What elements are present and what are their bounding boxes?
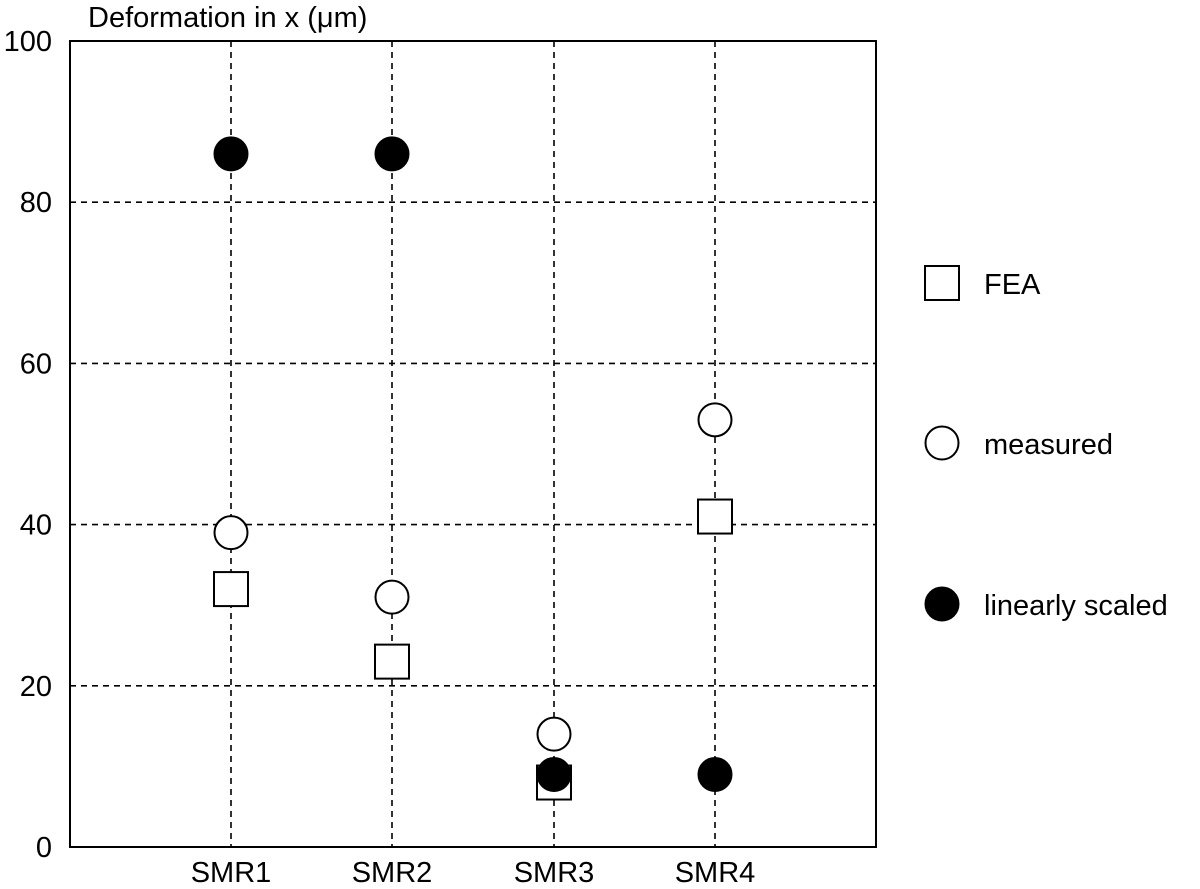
y-tick-label-60: 60 — [20, 348, 52, 380]
point-linearly-scaled-smr1 — [213, 136, 249, 172]
legend-marker-measured — [924, 425, 960, 461]
x-tick-label-smr1: SMR1 — [191, 857, 272, 889]
y-tick-label-20: 20 — [20, 671, 52, 703]
legend-marker-fea — [924, 265, 960, 301]
plot-frame — [69, 40, 877, 848]
point-measured-smr1 — [213, 515, 249, 551]
point-measured-smr3 — [536, 716, 572, 752]
y-tick-label-80: 80 — [20, 187, 52, 219]
legend-label-fea: FEA — [984, 269, 1041, 301]
point-measured-smr4 — [697, 402, 733, 438]
legend-marker-linearly-scaled — [924, 586, 960, 622]
point-fea-smr2 — [374, 643, 410, 680]
grid-lines — [70, 41, 876, 847]
point-fea-smr1 — [213, 571, 249, 608]
legend-label-measured: measured — [984, 429, 1113, 461]
x-tick-label-smr2: SMR2 — [352, 857, 433, 889]
point-linearly-scaled-smr3 — [536, 756, 572, 792]
data-points — [213, 136, 733, 801]
point-measured-smr2 — [374, 579, 410, 615]
x-tick-label-smr4: SMR4 — [675, 857, 756, 889]
axis-ticks: 0 20 40 60 80 100 SMR1 SMR2 SMR3 SMR4 — [4, 26, 756, 889]
y-tick-label-0: 0 — [36, 832, 52, 864]
y-axis-label: Deformation in x (μm) — [88, 2, 367, 34]
x-tick-label-smr3: SMR3 — [514, 857, 595, 889]
legend: FEA measured linearly scaled — [924, 265, 1168, 622]
y-tick-label-40: 40 — [20, 510, 52, 542]
point-fea-smr4 — [697, 498, 733, 535]
point-linearly-scaled-smr4 — [697, 756, 733, 792]
y-tick-label-100: 100 — [4, 26, 52, 58]
point-linearly-scaled-smr2 — [374, 136, 410, 172]
legend-label-linearly-scaled: linearly scaled — [984, 590, 1168, 622]
